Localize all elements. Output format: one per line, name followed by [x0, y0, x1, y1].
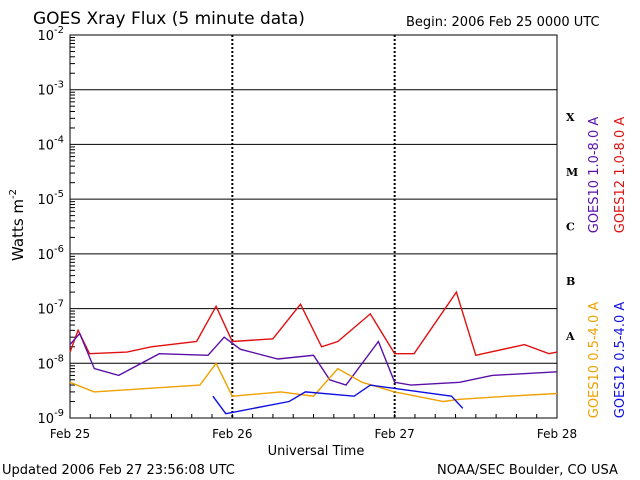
- y-tick-label: 10-3: [37, 80, 64, 99]
- series-layer: [69, 290, 558, 415]
- day-dividers: [231, 35, 396, 418]
- x-tick-label: Feb 25: [50, 427, 90, 441]
- grid-lines: [70, 37, 557, 418]
- plot-border: [69, 34, 558, 419]
- legend-entry: GOES10 0.5-4.0 A: [587, 302, 602, 419]
- flare-class-label: B: [566, 275, 575, 288]
- series-line-1: [69, 332, 558, 386]
- x-tick-labels: Feb 25 Feb 26 Feb 27 Feb 28: [50, 427, 577, 441]
- flare-class-labels: X M C B A: [565, 111, 578, 343]
- legend-entry: GOES12 1.0-8.0 A: [613, 117, 628, 234]
- x-tick-label: Feb 27: [374, 427, 414, 441]
- y-tick-label: 10-2: [37, 25, 64, 44]
- flare-class-label: A: [565, 330, 575, 343]
- y-tick-labels: 10-2 10-3 10-4 10-5 10-6 10-7 10-8 10-9: [37, 25, 64, 427]
- y-tick-label: 10-5: [37, 189, 64, 208]
- y-tick-label: 10-8: [37, 353, 64, 372]
- flare-class-label: C: [566, 221, 575, 234]
- chart-title: GOES Xray Flux (5 minute data): [33, 9, 305, 29]
- credit-label: NOAA/SEC Boulder, CO USA: [437, 463, 618, 478]
- y-tick-label: 10-9: [37, 408, 64, 427]
- y-axis-label-text: Watts m: [9, 199, 27, 261]
- series-line-3: [212, 384, 464, 415]
- series-line-2: [69, 361, 558, 403]
- legend-entry: GOES12 0.5-4.0 A: [613, 302, 628, 419]
- y-tick-label: 10-6: [37, 244, 64, 263]
- flare-class-label: X: [566, 111, 575, 124]
- x-axis-label: Universal Time: [268, 444, 365, 459]
- flare-class-label: M: [566, 166, 578, 179]
- y-axis-label-exponent: -2: [8, 189, 19, 199]
- begin-label: Begin: 2006 Feb 25 0000 UTC: [406, 15, 600, 30]
- series-line-0: [69, 290, 558, 357]
- legend: GOES10 1.0-8.0 A GOES12 1.0-8.0 A GOES10 0…: [587, 117, 628, 419]
- x-tick-label: Feb 28: [537, 427, 577, 441]
- y-tick-label: 10-4: [37, 134, 64, 153]
- y-axis-label: Watts m-2: [8, 189, 27, 261]
- legend-label: GOES12 0.5-4.0 A: [613, 302, 628, 419]
- svg-text:Watts m-2: Watts m-2: [8, 189, 27, 261]
- legend-label: GOES10 1.0-8.0 A: [587, 117, 602, 234]
- legend-entry: GOES10 1.0-8.0 A: [587, 117, 602, 234]
- plot-frame: [69, 34, 558, 419]
- x-tick-label: Feb 26: [212, 427, 252, 441]
- legend-label: GOES10 0.5-4.0 A: [587, 302, 602, 419]
- y-tick-label: 10-7: [37, 299, 64, 318]
- legend-label: GOES12 1.0-8.0 A: [613, 117, 628, 234]
- updated-label: Updated 2006 Feb 27 23:56:08 UTC: [2, 463, 235, 478]
